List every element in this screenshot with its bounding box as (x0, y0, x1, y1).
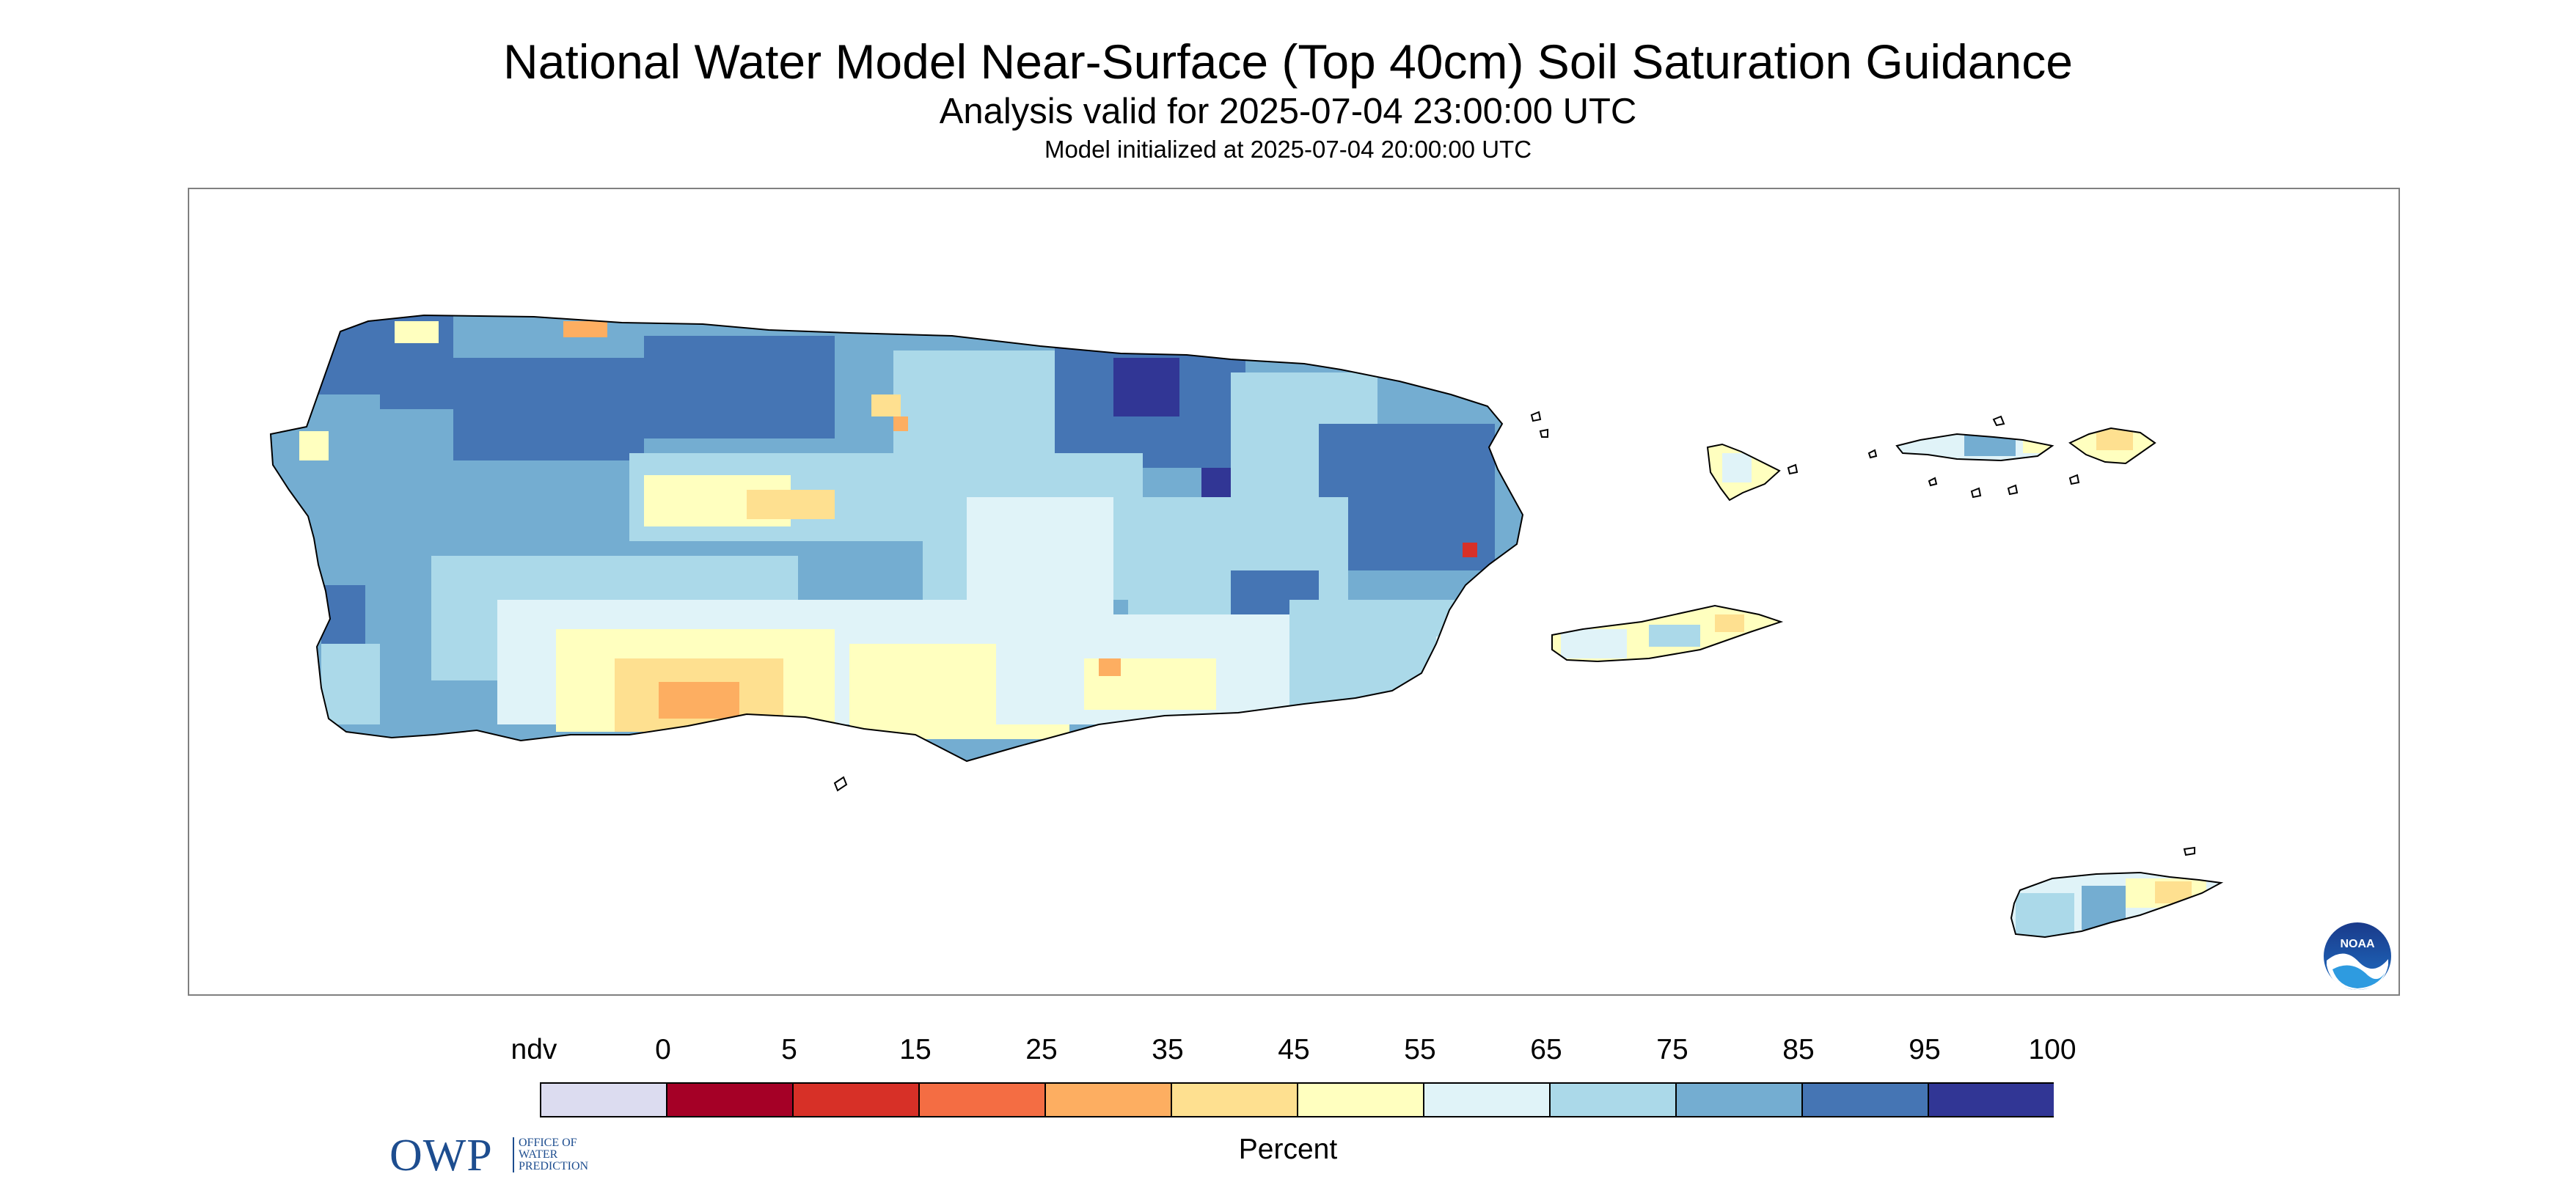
owp-logo-letters: OWP (389, 1131, 493, 1181)
legend-tick: ndv (511, 1034, 557, 1065)
legend-swatch (1423, 1082, 1551, 1117)
puerto-rico-saturation (271, 315, 1523, 761)
noaa-logo: NOAA (2324, 922, 2391, 990)
owp-line-2: WATER (519, 1148, 558, 1161)
legend-tick: 75 (1656, 1034, 1688, 1065)
legend-tick: 100 (2028, 1034, 2076, 1065)
owp-line-1: OFFICE OF (519, 1137, 577, 1149)
owp-logo: OWP OFFICE OF WATER PREDICTION (389, 1131, 632, 1181)
legend-swatch (1171, 1082, 1298, 1117)
init-time-label: Model initialized at 2025-07-04 20:00:00… (1044, 136, 1532, 163)
legend-swatch (1297, 1082, 1424, 1117)
legend-tick: 5 (781, 1034, 797, 1065)
st-thomas-saturation (1897, 434, 2052, 460)
legend-colorbar (540, 1082, 2054, 1117)
legend-tick: 65 (1530, 1034, 1562, 1065)
noaa-logo-text: NOAA (2340, 938, 2375, 950)
legend-swatch (792, 1082, 920, 1117)
coastlines (269, 314, 2224, 939)
legend-swatch (1801, 1082, 1929, 1117)
legend-swatch (1549, 1082, 1677, 1117)
legend-swatch (1044, 1082, 1172, 1117)
legend-unit-label: Percent (1238, 1134, 1338, 1165)
legend-tick: 0 (655, 1034, 671, 1065)
legend-tick: 35 (1152, 1034, 1184, 1065)
legend-tick: 95 (1909, 1034, 1941, 1065)
vieques-saturation (1552, 607, 1781, 661)
map-canvas (269, 314, 2224, 939)
legend-swatch (666, 1082, 794, 1117)
legend-swatch (540, 1082, 667, 1117)
legend-swatch (1928, 1082, 2054, 1117)
legend-swatch (1675, 1082, 1803, 1117)
map-frame: OWP OFFICE OF WATER PREDICTION (188, 188, 2400, 1178)
legend-swatch (918, 1082, 1046, 1117)
legend-tick: 85 (1782, 1034, 1815, 1065)
owp-line-3: PREDICTION (519, 1160, 589, 1172)
owp-logo-divider (513, 1137, 514, 1172)
legend-tick: 25 (1025, 1034, 1058, 1065)
st-john-saturation (2070, 428, 2155, 463)
legend-tick-labels: ndv 0 5 15 25 35 45 55 65 75 85 95 100 (0, 1034, 2576, 1071)
culebra-saturation (1708, 444, 1779, 500)
legend-tick: 55 (1404, 1034, 1436, 1065)
legend-tick: 45 (1278, 1034, 1310, 1065)
map-subtitle: Analysis valid for 2025-07-04 23:00:00 U… (939, 92, 1637, 131)
map-title: National Water Model Near-Surface (Top 4… (503, 34, 2073, 89)
legend-tick: 15 (899, 1034, 932, 1065)
owp-logo-words: OFFICE OF WATER PREDICTION (519, 1137, 588, 1172)
